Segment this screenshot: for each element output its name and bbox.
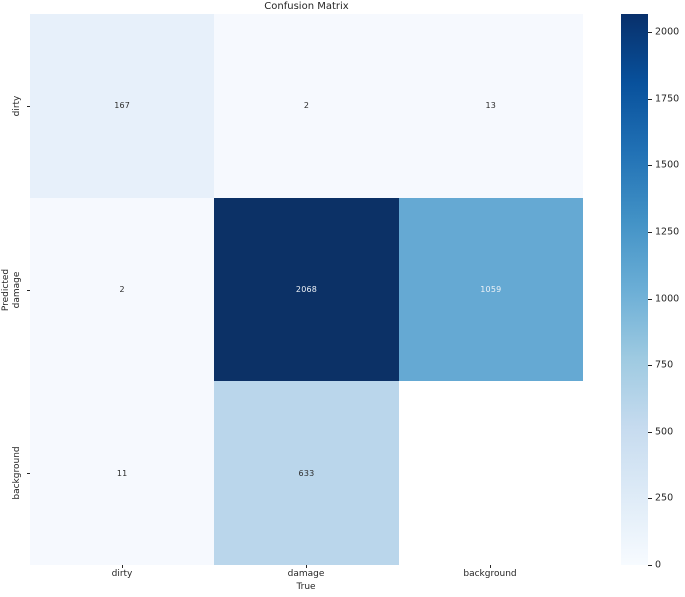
x-tick-label: damage bbox=[287, 569, 325, 579]
heatmap-cell: 167 bbox=[30, 14, 215, 198]
heatmap-cell: 2 bbox=[30, 197, 215, 382]
y-tick-label: dirty bbox=[12, 95, 22, 117]
y-tick-label: damage bbox=[12, 271, 22, 309]
colorbar-tick-mark bbox=[648, 98, 652, 100]
cell-value: 11 bbox=[116, 468, 128, 478]
cell-value: 167 bbox=[114, 101, 131, 111]
y-tick-mark bbox=[27, 473, 30, 474]
colorbar bbox=[621, 14, 648, 565]
y-tick-mark bbox=[27, 106, 30, 107]
colorbar-tick-mark bbox=[648, 498, 652, 500]
colorbar-ticks: 0 250 500 750 1000 1250 1500 1750 2000 bbox=[648, 14, 685, 571]
colorbar-tick-mark bbox=[648, 565, 652, 566]
y-axis-label: Predicted bbox=[1, 268, 11, 312]
heatmap-cell: 633 bbox=[214, 381, 399, 565]
heatmap-cell: 2068 bbox=[214, 197, 399, 382]
colorbar-tick-label: 1250 bbox=[655, 226, 680, 238]
colorbar-tick-label: 1000 bbox=[655, 293, 680, 305]
colorbar-tick-mark bbox=[648, 365, 652, 367]
heatmap-cell: 13 bbox=[398, 14, 583, 198]
x-axis-label: True bbox=[296, 582, 316, 592]
chart-title: Confusion Matrix bbox=[264, 1, 349, 12]
cell-value: 633 bbox=[298, 468, 315, 478]
colorbar-tick-label: 1500 bbox=[655, 159, 680, 171]
y-tick-mark bbox=[27, 290, 30, 291]
cell-value: 2068 bbox=[295, 284, 318, 294]
colorbar-tick-label: 250 bbox=[655, 492, 674, 504]
cell-value: 2 bbox=[119, 284, 125, 294]
colorbar-tick-label: 1750 bbox=[655, 93, 680, 105]
colorbar-tick-label: 750 bbox=[655, 359, 674, 371]
x-tick-mark bbox=[122, 565, 123, 568]
heatmap-cell: 2 bbox=[214, 14, 399, 198]
heatmap: 167 2 13 2 2068 1059 11 633 bbox=[30, 14, 583, 565]
heatmap-cell bbox=[398, 381, 583, 565]
colorbar-tick-mark bbox=[648, 32, 652, 34]
colorbar-tick-label: 2000 bbox=[655, 26, 680, 38]
colorbar-tick-mark bbox=[648, 165, 652, 167]
x-tick-label: background bbox=[463, 569, 517, 579]
y-tick-label: background bbox=[12, 446, 22, 500]
colorbar-tick-label: 0 bbox=[655, 559, 662, 571]
x-tick-label: dirty bbox=[111, 569, 133, 579]
cell-value: 13 bbox=[485, 101, 497, 111]
cell-value: 1059 bbox=[480, 284, 502, 294]
colorbar-tick-mark bbox=[648, 231, 652, 233]
x-tick-mark bbox=[306, 565, 307, 568]
colorbar-tick-mark bbox=[648, 431, 652, 433]
x-tick-mark bbox=[490, 565, 491, 568]
cell-value: 2 bbox=[303, 101, 310, 111]
heatmap-cell: 1059 bbox=[398, 197, 583, 382]
colorbar-tick-mark bbox=[648, 298, 652, 300]
colorbar-tick-label: 500 bbox=[655, 426, 674, 438]
heatmap-cell: 11 bbox=[30, 381, 215, 565]
